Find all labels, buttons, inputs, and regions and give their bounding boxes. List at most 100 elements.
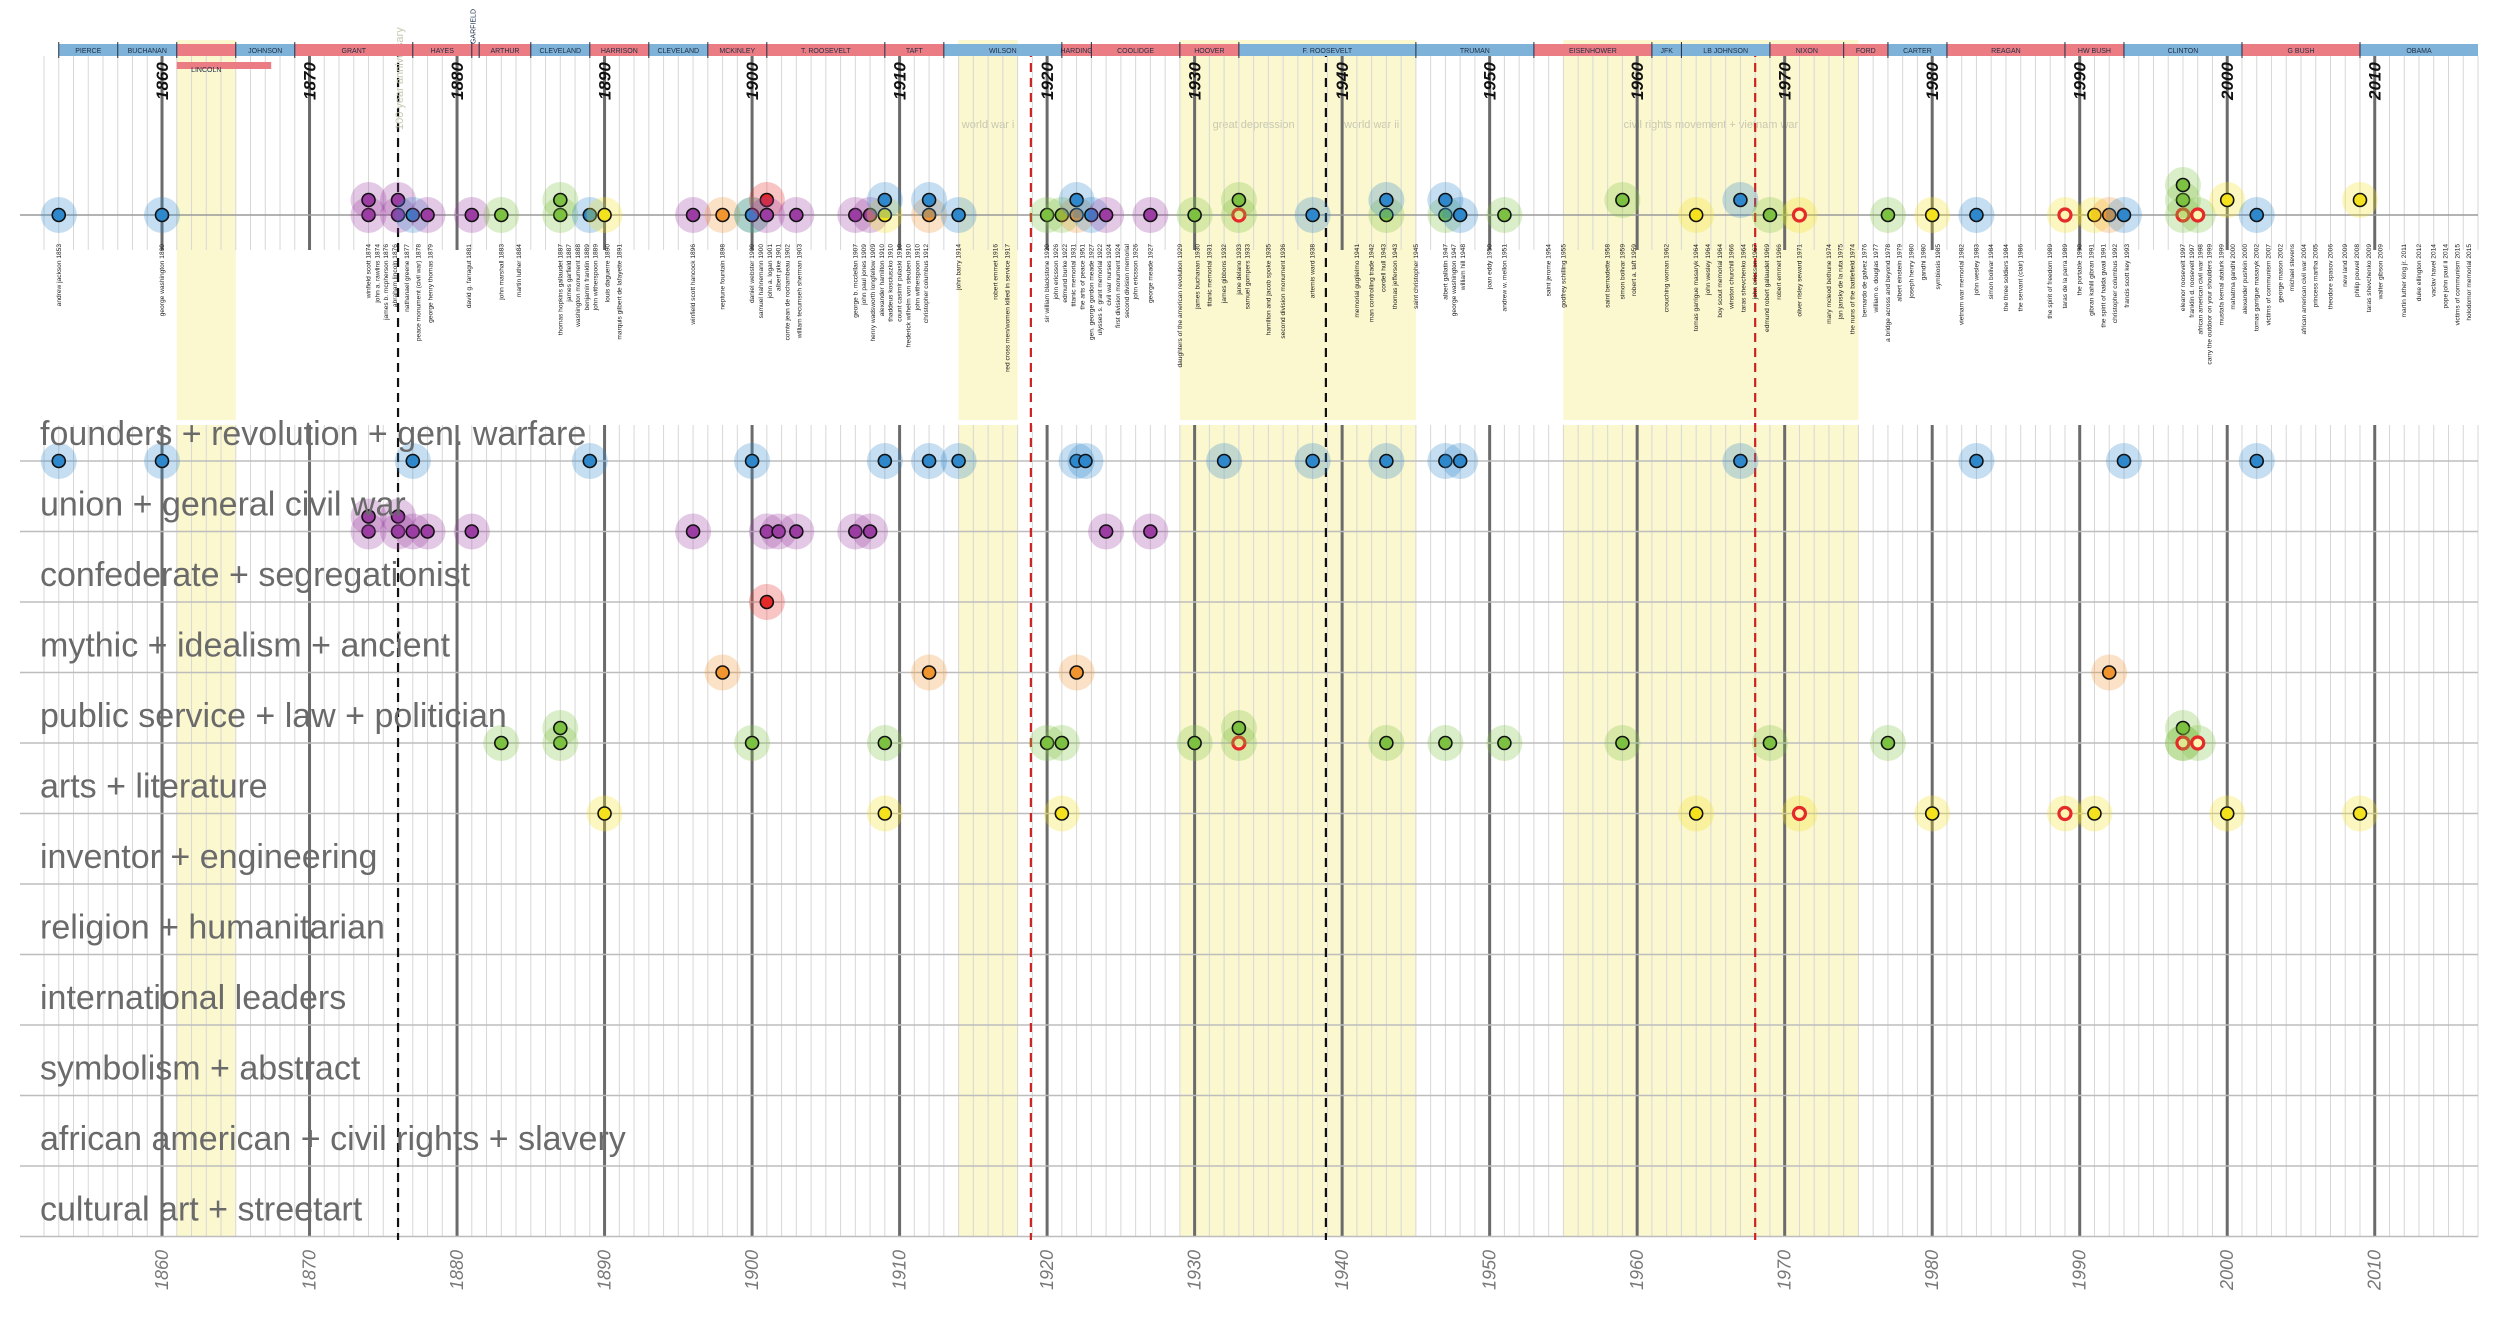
- timeline-point: [1733, 192, 1748, 208]
- category-point: [361, 509, 376, 524]
- memorial-label: neptune fountain 1898: [720, 244, 727, 310]
- decade-label-top: 1990: [2071, 62, 2090, 100]
- decade-label-bottom: 1890: [595, 1250, 615, 1290]
- category-point: [405, 524, 421, 539]
- category-point: [1054, 735, 1070, 751]
- memorial-label: william tecumseh sherman 1903: [796, 244, 803, 340]
- category-point: [744, 453, 760, 469]
- president-name: CARTER: [1903, 48, 1932, 55]
- memorial-label: memorial guglielmo 1941: [1354, 244, 1361, 318]
- memorial-label: saint christopher 1945: [1413, 244, 1420, 309]
- president-term-bar: [2123, 44, 2242, 56]
- decade-label-bottom: 1990: [2070, 1250, 2090, 1290]
- decade-label-bottom: 1960: [1627, 1250, 1647, 1290]
- decade-label-bottom: 2000: [2217, 1250, 2237, 1291]
- timeline-point: [1379, 192, 1394, 208]
- president-name: HAYES: [431, 48, 455, 55]
- category-point: [597, 806, 612, 821]
- timeline-point: [1438, 207, 1453, 223]
- timeline-point: [1688, 207, 1704, 223]
- president-name: HOOVER: [1194, 48, 1224, 55]
- memorial-label: thaddeus kosciuszko 1910: [888, 244, 895, 322]
- memorial-label: alexander hamilton 1910: [879, 244, 886, 317]
- category-point: [848, 524, 863, 539]
- decade-label-bottom: 1920: [1037, 1250, 1057, 1290]
- memorial-label: john witherspoon 1910: [914, 244, 921, 312]
- category-points: [40, 443, 2378, 832]
- memorial-label: daughters of the american revolution 192…: [1177, 244, 1184, 368]
- memorial-label: bernardo de galvez 1976: [1861, 244, 1868, 317]
- category-point: [1216, 453, 1232, 469]
- timeline-point: [2101, 207, 2117, 223]
- category-point: [771, 524, 786, 539]
- memorial-label: cordell hull 1943: [1380, 244, 1387, 292]
- memorial-label: john barry 1914: [956, 244, 963, 291]
- category-point: [1231, 720, 1247, 736]
- president-name: TAFT: [906, 48, 924, 55]
- timeline-point: [390, 192, 406, 208]
- memorial-label: robert emmet 1916: [992, 244, 999, 300]
- timeline-point: [1187, 207, 1202, 223]
- memorial-label: african american civil war 2004: [2301, 244, 2308, 335]
- memorial-label: robert a. taft 1959: [1631, 244, 1638, 296]
- timeline-point: [1069, 207, 1084, 223]
- president-name: JFK: [1660, 48, 1673, 55]
- memorial-label: william hill 1948: [1460, 244, 1467, 292]
- category-point: [685, 524, 701, 539]
- memorial-label: the portable 1990: [2077, 244, 2084, 296]
- memorial-label: philip pouvel 2008: [2354, 244, 2361, 297]
- president-term-bar: [235, 44, 295, 56]
- memorial-label: edmund burke 1922: [1062, 244, 1069, 303]
- category-labels: founders + revolution + gen. warfare unio…: [40, 415, 626, 1229]
- memorial-label: james b. mcpherson 1876: [383, 244, 390, 321]
- president-term-bar: [1533, 44, 1652, 56]
- memorial-label: carry the outdoor on your shoulders 1999: [2207, 244, 2214, 365]
- memorial-label: james buchanan 1930: [1195, 244, 1202, 310]
- memorial-label: winfield scott hancock 1896: [690, 244, 697, 326]
- memorial-label: titanic memorial 1931: [1071, 244, 1078, 307]
- timeline-point-ring: [1231, 207, 1247, 223]
- president-timeline: PIERCE BUCHANAN LINCOLN JOHNSON GRANT HAYES GA…: [58, 9, 2478, 74]
- memorial-label: george meade 1927: [1147, 244, 1154, 303]
- timeline-point: [361, 207, 376, 223]
- memorial-label: marquis gilbert de lafayette 1891: [616, 244, 623, 340]
- timeline-point: [1880, 207, 1896, 223]
- memorial-label: john ericsson 1926: [1133, 244, 1140, 301]
- memorial-label: franklin d. roosevelt 1997: [2189, 244, 2196, 318]
- category-point: [390, 509, 406, 524]
- category-point: [2101, 665, 2117, 680]
- memorial-label: george henry thomas 1879: [427, 244, 434, 323]
- category-point: [715, 665, 730, 680]
- timeline-point: [1497, 207, 1512, 223]
- category-point: [154, 453, 170, 469]
- category-label: inventor + engineering: [40, 838, 377, 876]
- timeline-point: [361, 192, 376, 208]
- event-marker-lines: 100 year anniversary: [394, 27, 1757, 1240]
- memorial-label: symbiosis 1985: [1935, 244, 1942, 290]
- category-point-ring: [2175, 735, 2191, 751]
- timeline-point: [1054, 207, 1070, 223]
- category-point: [2087, 806, 2102, 821]
- memorial-label: alexander pushkin 2000: [2242, 244, 2249, 314]
- category-point: [2352, 806, 2368, 821]
- timeline-point: [582, 207, 598, 223]
- memorial-label: ulysses s. grant memorial 1922: [1097, 244, 1104, 336]
- president-term-bar: [176, 44, 236, 56]
- memorial-label: joseph henry 1980: [1909, 244, 1916, 300]
- category-label: mythic + idealism + ancient: [40, 627, 451, 665]
- category-point: [405, 453, 421, 469]
- decade-label-top: 1940: [1333, 62, 1352, 100]
- category-point: [1762, 735, 1778, 751]
- memorial-label: john marshall 1883: [498, 244, 505, 301]
- year-gridlines: [43, 56, 2479, 1237]
- category-point: [1069, 665, 1084, 680]
- memorial-label: the spirit of haida gwaii 1991: [2100, 244, 2107, 328]
- memorial-label: count casimir pulaski 1910: [897, 244, 904, 322]
- memorial-label: titanic memorial 1931: [1206, 244, 1213, 307]
- decade-label-top: 1980: [1923, 62, 1942, 100]
- timeline-point-ring: [2057, 207, 2073, 223]
- category-point: [1969, 453, 1984, 469]
- memorial-label: john wesley 1983: [1973, 244, 1980, 296]
- memorial-label: gibran kahlil gibran 1991: [2089, 244, 2096, 316]
- timeline-point: [744, 207, 760, 223]
